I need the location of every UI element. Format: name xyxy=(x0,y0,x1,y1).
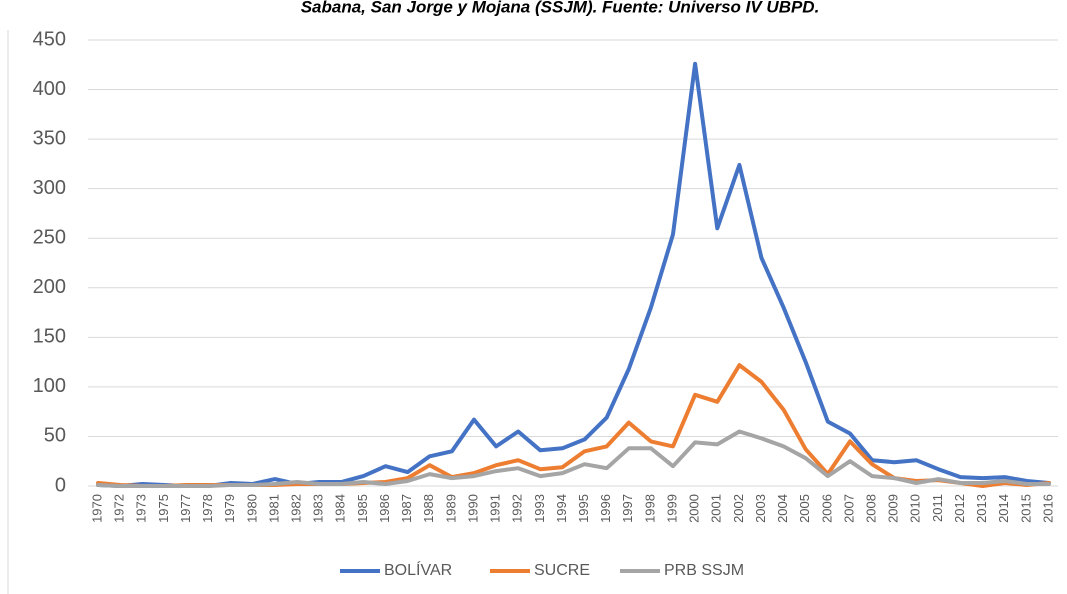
x-tick-label: 2015 xyxy=(1018,494,1033,523)
y-tick-label: 50 xyxy=(44,425,66,447)
x-tick-label: 2000 xyxy=(687,494,702,523)
x-tick-label: 1973 xyxy=(134,494,149,523)
y-tick-label: 200 xyxy=(33,276,66,298)
x-tick-label: 2011 xyxy=(930,494,945,522)
x-tick-label: 2003 xyxy=(753,494,768,523)
x-tick-label: 2014 xyxy=(996,494,1011,523)
x-tick-label: 1993 xyxy=(532,494,547,523)
x-tick-label: 1992 xyxy=(510,494,525,523)
x-tick-label: 2004 xyxy=(775,494,790,523)
x-tick-label: 1986 xyxy=(377,494,392,523)
series-line xyxy=(96,429,1051,488)
x-tick-label: 1988 xyxy=(421,494,436,523)
x-tick-label: 2016 xyxy=(1040,494,1055,523)
x-tick-label: 1997 xyxy=(620,494,635,523)
x-tick-label: 2010 xyxy=(908,494,923,523)
x-tick-label: 1981 xyxy=(266,494,281,523)
x-tick-label: 1990 xyxy=(465,494,480,523)
x-tick-label: 2005 xyxy=(797,494,812,523)
x-tick-label: 1980 xyxy=(244,494,259,523)
y-tick-label: 250 xyxy=(33,227,66,249)
chart-title: Sabana, San Jorge y Mojana (SSJM). Fuent… xyxy=(301,0,820,16)
x-tick-label: 1978 xyxy=(200,494,215,523)
legend-label: SUCRE xyxy=(534,562,590,579)
x-tick-label: 1987 xyxy=(399,494,414,523)
x-tick-label: 2013 xyxy=(974,494,989,523)
x-tick-label: 2001 xyxy=(709,494,724,523)
legend-label: PRB SSJM xyxy=(664,562,744,579)
x-tick-label: 1979 xyxy=(222,494,237,523)
x-tick-label: 1996 xyxy=(598,494,613,523)
legend-label: BOLÍVAR xyxy=(384,560,452,579)
x-tick-label: 2002 xyxy=(731,494,746,523)
y-tick-label: 0 xyxy=(55,474,66,496)
x-tick-label: 1970 xyxy=(89,494,104,523)
x-tick-label: 1998 xyxy=(642,494,657,523)
y-tick-label: 450 xyxy=(33,28,66,50)
y-tick-label: 150 xyxy=(33,326,66,348)
y-tick-label: 350 xyxy=(33,127,66,149)
x-tick-label: 1989 xyxy=(443,494,458,523)
x-tick-label: 1999 xyxy=(664,494,679,523)
x-tick-label: 1977 xyxy=(178,494,193,523)
x-tick-label: 1985 xyxy=(355,494,370,523)
x-tick-label: 2012 xyxy=(952,494,967,523)
x-tick-label: 1983 xyxy=(311,494,326,523)
x-tick-label: 2008 xyxy=(864,494,879,523)
y-tick-label: 300 xyxy=(33,177,66,199)
x-tick-label: 1991 xyxy=(488,494,503,523)
x-tick-label: 1984 xyxy=(333,494,348,523)
x-tick-label: 1994 xyxy=(554,494,569,523)
y-tick-label: 100 xyxy=(33,375,66,397)
x-tick-label: 2006 xyxy=(819,494,834,523)
x-tick-label: 1972 xyxy=(112,494,127,523)
x-tick-label: 1995 xyxy=(576,494,591,523)
x-tick-label: 2007 xyxy=(841,494,856,523)
x-tick-label: 1982 xyxy=(288,494,303,523)
series-line xyxy=(96,61,1051,488)
y-tick-label: 400 xyxy=(33,78,66,100)
x-tick-label: 1975 xyxy=(156,494,171,523)
x-tick-label: 2009 xyxy=(886,494,901,523)
